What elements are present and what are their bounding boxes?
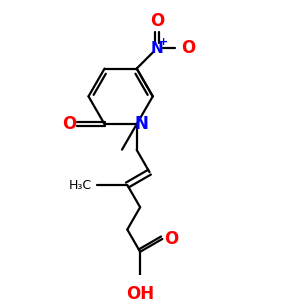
Text: +: + <box>159 37 168 47</box>
Text: OH: OH <box>126 285 154 300</box>
Text: N: N <box>134 115 148 133</box>
Text: O: O <box>150 12 164 30</box>
Text: O: O <box>164 230 179 248</box>
Text: N: N <box>151 41 163 56</box>
Text: O: O <box>61 115 76 133</box>
Text: H₃C: H₃C <box>69 178 92 191</box>
Text: O: O <box>181 39 195 57</box>
